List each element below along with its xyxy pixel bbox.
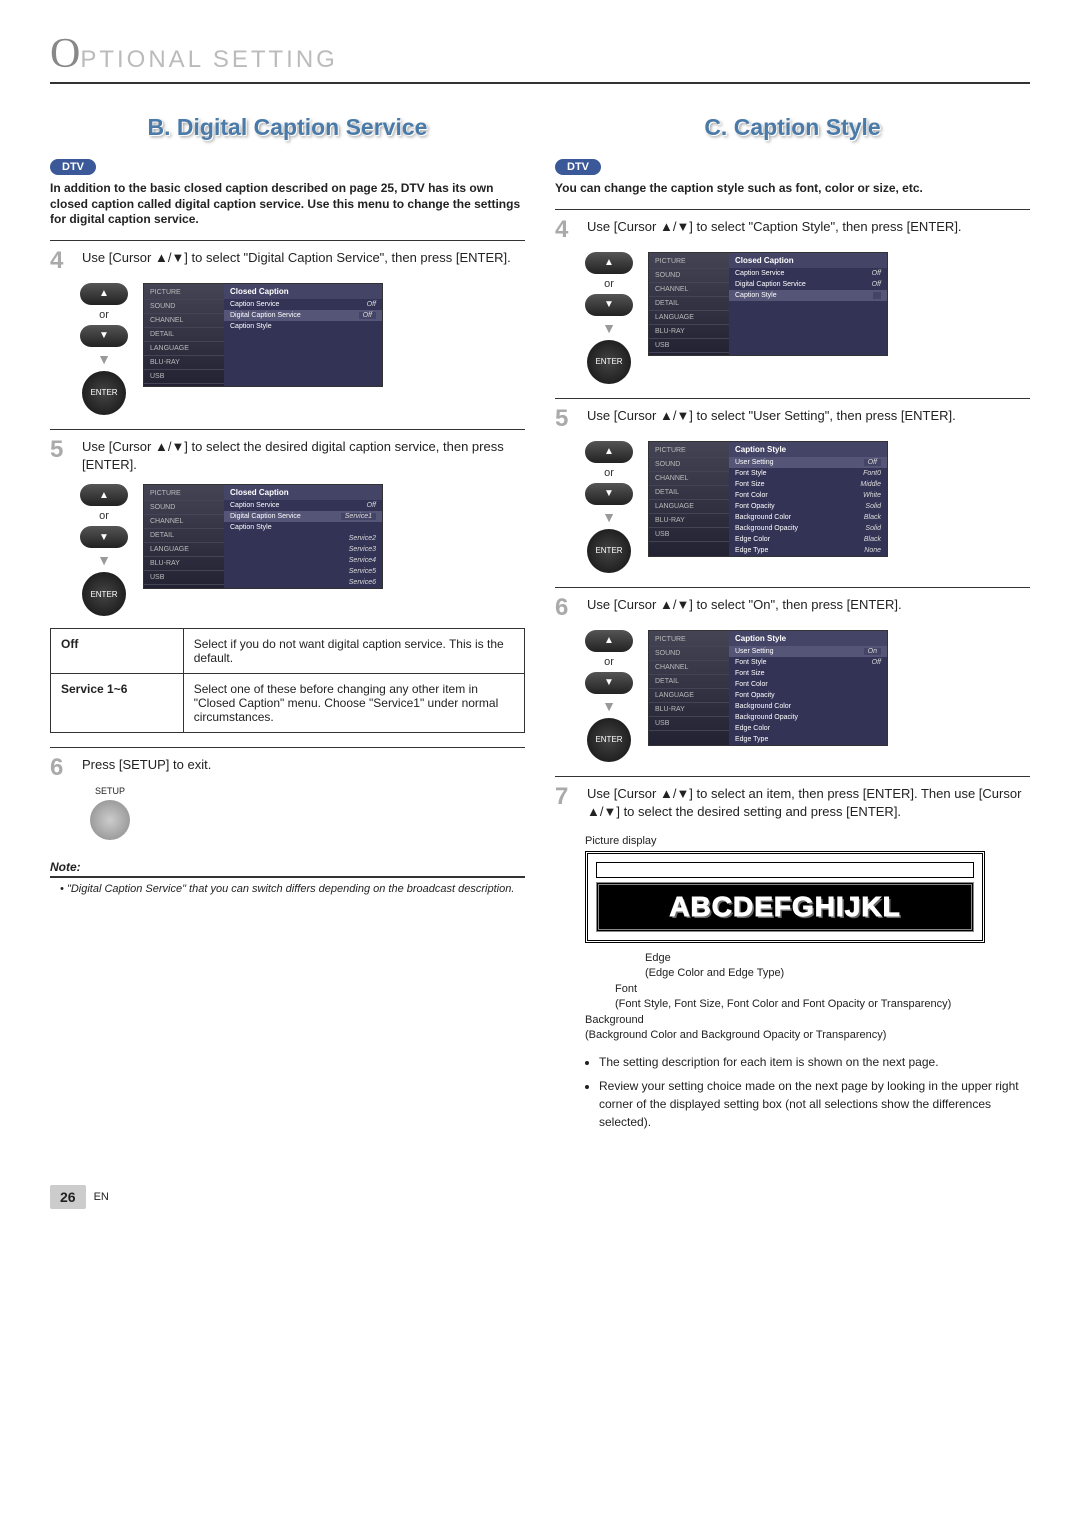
step-4-text: Use [Cursor ▲/▼] to select "Digital Capt… <box>82 249 525 267</box>
section-b-title: B. Digital Caption Service <box>50 114 525 141</box>
cursor-up-icon <box>80 283 128 305</box>
setup-label: SETUP <box>90 786 130 796</box>
cursor-down-icon <box>585 294 633 316</box>
enter-button-icon: ENTER <box>82 572 126 616</box>
step-6-text: Press [SETUP] to exit. <box>82 756 525 774</box>
cursor-up-icon <box>585 630 633 652</box>
section-c-title: C. Caption Style <box>555 114 1030 141</box>
enter-button-icon: ENTER <box>587 529 631 573</box>
osd-step5: PICTURESOUNDCHANNELDETAILLANGUAGEBLU-RAY… <box>143 484 383 589</box>
cursor-down-icon <box>80 325 128 347</box>
osd-c4: PICTURESOUNDCHANNELDETAILLANGUAGEBLU-RAY… <box>648 252 888 356</box>
picture-display: Picture display ABCDEFGHIJKL <box>585 835 1030 943</box>
dtv-badge: DTV <box>50 159 96 175</box>
osd-step4: PICTURESOUNDCHANNELDETAILLANGUAGEBLU-RAY… <box>143 283 383 387</box>
section-c: C. Caption Style DTV You can change the … <box>555 104 1030 1145</box>
dtv-badge: DTV <box>555 159 601 175</box>
enter-button-icon: ENTER <box>587 340 631 384</box>
bullet-list: The setting description for each item is… <box>599 1053 1030 1131</box>
section-b: B. Digital Caption Service DTV In additi… <box>50 104 525 1145</box>
page-footer: 26 EN <box>50 1185 1030 1209</box>
cursor-up-icon <box>585 252 633 274</box>
enter-button-icon: ENTER <box>82 371 126 415</box>
step-6-num: 6 <box>50 756 74 780</box>
enter-button-icon: ENTER <box>587 718 631 762</box>
note-box: Note: • "Digital Caption Service" that y… <box>50 860 525 897</box>
step-5-num: 5 <box>50 438 74 462</box>
service-table: OffSelect if you do not want digital cap… <box>50 628 525 733</box>
header-letter: O <box>50 30 80 78</box>
cursor-down-icon <box>80 526 128 548</box>
cursor-up-icon <box>80 484 128 506</box>
setup-button-icon <box>90 800 130 840</box>
page-header: O PTIONAL SETTING <box>50 30 1030 84</box>
step-5-text: Use [Cursor ▲/▼] to select the desired d… <box>82 438 525 474</box>
arrow-down-icon: ▼ <box>97 351 111 367</box>
remote-cursor: or ▼ ENTER <box>80 484 128 616</box>
cursor-up-icon <box>585 441 633 463</box>
cursor-down-icon <box>585 672 633 694</box>
osd-c5: PICTURESOUNDCHANNELDETAILLANGUAGEBLU-RAY… <box>648 441 888 557</box>
arrow-down-icon: ▼ <box>97 552 111 568</box>
section-b-intro: In addition to the basic closed caption … <box>50 181 525 228</box>
remote-cursor: or ▼ ENTER <box>80 283 128 415</box>
header-title: PTIONAL SETTING <box>80 46 337 74</box>
osd-c6: PICTURESOUNDCHANNELDETAILLANGUAGEBLU-RAY… <box>648 630 888 746</box>
step-4-num: 4 <box>50 249 74 273</box>
section-c-intro: You can change the caption style such as… <box>555 181 1030 197</box>
cursor-down-icon <box>585 483 633 505</box>
